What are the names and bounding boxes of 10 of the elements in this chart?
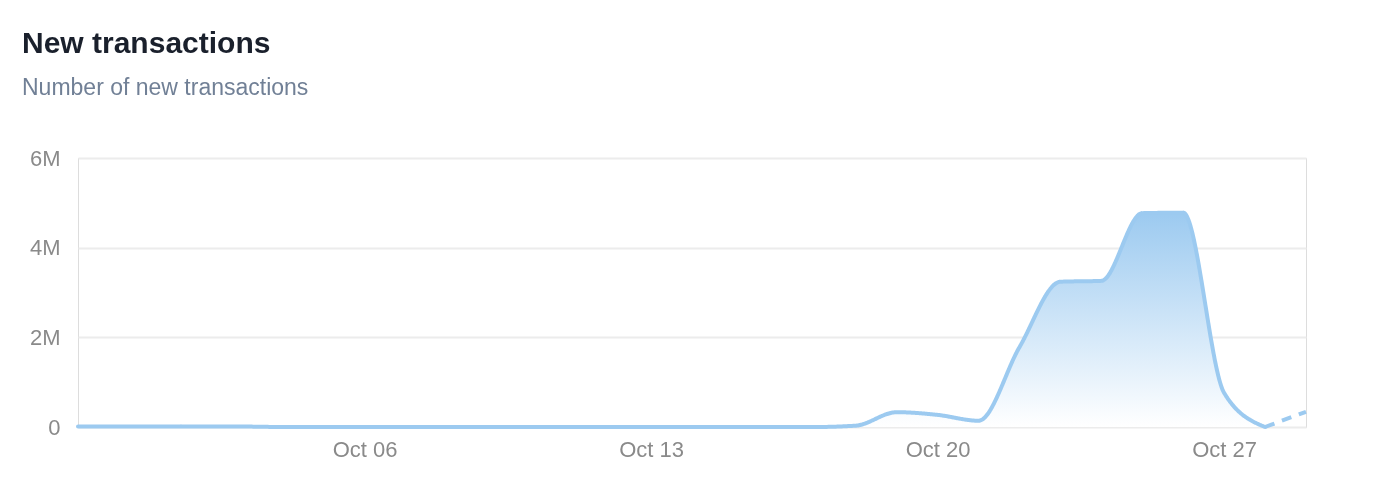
x-tick-label: Oct 06 <box>332 436 398 462</box>
chart-title: New transactions <box>22 26 271 59</box>
y-tick-label: 6M <box>29 145 61 171</box>
x-tick-label: Oct 13 <box>619 436 684 462</box>
y-tick-label: 0 <box>48 414 61 440</box>
x-tick-label: Oct 20 <box>905 436 971 462</box>
y-tick-label: 4M <box>29 235 61 261</box>
y-tick-label: 2M <box>29 324 61 350</box>
x-tick-label: Oct 27 <box>1192 436 1258 462</box>
chart-subtitle: Number of new transactions <box>22 74 309 100</box>
